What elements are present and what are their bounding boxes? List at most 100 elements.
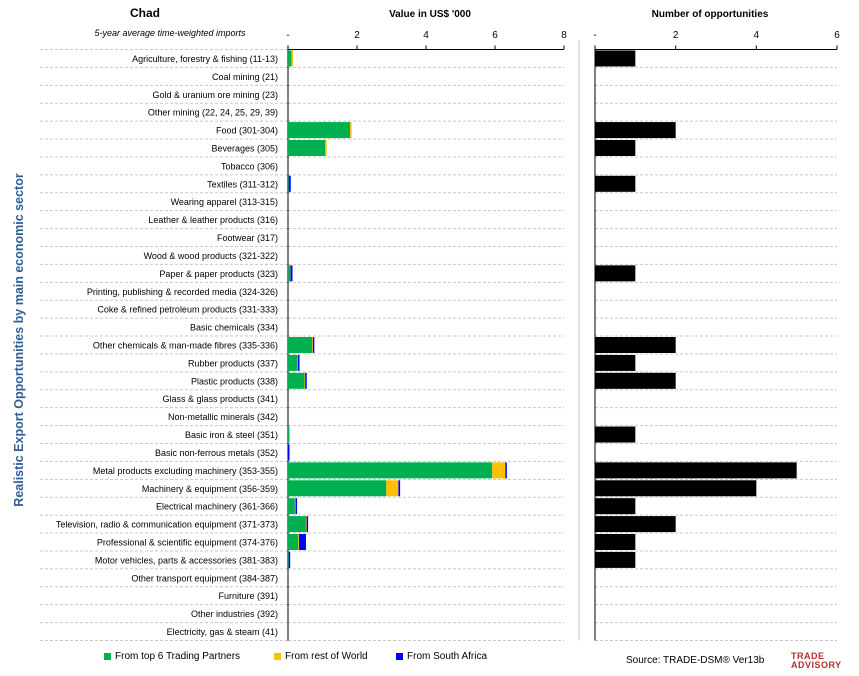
country-title: Chad (130, 6, 160, 20)
value-bar-top6-television-radio-communication-equipment-371-373 (288, 516, 306, 533)
category-label-coke-refined-petroleum-products-331-333: Coke & refined petroleum products (331-3… (97, 305, 278, 315)
category-label-agriculture-forestry-fishing-11-13: Agriculture, forestry & fishing (11-13) (132, 54, 278, 64)
value-axis-tick-label: 8 (561, 30, 567, 41)
opportunities-axis-tick-label: - (593, 30, 596, 41)
legend-label-top6: From top 6 Trading Partners (115, 651, 241, 662)
value-bar-top6-metal-products-excluding-machinery-353-355 (288, 462, 493, 479)
opportunity-bar-plastic-products-338 (595, 372, 676, 389)
category-label-motor-vehicles-parts-accessories-381-383: Motor vehicles, parts & accessories (381… (95, 555, 278, 565)
value-bar-top6-beverages-305 (288, 140, 326, 156)
value-bar-top6-basic-iron-steel-351 (288, 426, 290, 443)
value-axis-tick-label: - (286, 30, 289, 41)
category-label-paper-paper-products-323: Paper & paper products (323) (159, 269, 278, 279)
value-bar-south-africa-machinery-equipment-356-359 (398, 480, 401, 497)
category-label-glass-glass-products-341: Glass & glass products (341) (162, 394, 278, 404)
legend-item-south-africa: From South Africa (396, 651, 487, 662)
category-label-furniture-391: Furniture (391) (218, 591, 278, 601)
category-label-basic-chemicals-334: Basic chemicals (334) (190, 323, 278, 333)
category-label-non-metallic-minerals-342: Non-metallic minerals (342) (168, 412, 278, 422)
value-bar-top6-food-301-304 (288, 122, 351, 139)
value-bar-rest-of-world-agriculture-forestry-fishing-11-13 (291, 50, 293, 67)
value-bar-south-africa-basic-non-ferrous-metals-352 (288, 444, 290, 461)
category-label-food-301-304: Food (301-304) (216, 126, 278, 136)
opportunity-bar-metal-products-excluding-machinery-353-355 (595, 462, 797, 479)
value-bar-south-africa-plastic-products-338 (305, 372, 307, 389)
category-label-metal-products-excluding-machinery-353-355: Metal products excluding machinery (353-… (93, 466, 278, 476)
category-label-wearing-apparel-313-315: Wearing apparel (313-315) (171, 197, 278, 207)
value-bar-top6-electrical-machinery-361-366 (288, 498, 295, 515)
category-label-basic-non-ferrous-metals-352: Basic non-ferrous metals (352) (155, 448, 278, 458)
value-bar-rest-of-world-metal-products-excluding-machinery-353-355 (492, 462, 506, 479)
category-label-electricity-gas-steam-41: Electricity, gas & steam (41) (167, 627, 278, 637)
opportunity-bar-professional-scientific-equipment-374-376 (595, 534, 636, 550)
category-label-footwear-317: Footwear (317) (217, 233, 278, 243)
value-bar-south-africa-rubber-products-337 (298, 354, 300, 371)
value-bar-top6-machinery-equipment-356-359 (288, 480, 387, 497)
opportunity-bar-textiles-311-312 (595, 175, 636, 192)
opportunity-bar-television-radio-communication-equipment-371-373 (595, 516, 676, 533)
category-label-gold-uranium-ore-mining-23: Gold & uranium ore mining (23) (152, 90, 278, 100)
opportunities-axis-tick-label: 6 (834, 30, 840, 41)
value-bar-south-africa-television-radio-communication-equipment-371-373 (306, 516, 309, 533)
opportunity-bar-agriculture-forestry-fishing-11-13 (595, 50, 636, 67)
category-label-beverages-305: Beverages (305) (211, 144, 278, 154)
category-label-electrical-machinery-361-366: Electrical machinery (361-366) (156, 502, 278, 512)
opportunity-bar-electrical-machinery-361-366 (595, 498, 636, 515)
category-label-machinery-equipment-356-359: Machinery & equipment (356-359) (142, 484, 278, 494)
category-label-professional-scientific-equipment-374-376: Professional & scientific equipment (374… (97, 538, 278, 548)
legend-label-rest-of-world: From rest of World (285, 651, 368, 662)
logo-line-2: ADVISORY (791, 660, 842, 670)
legend-item-rest-of-world: From rest of World (274, 651, 368, 662)
value-bar-top6-paper-paper-products-323 (288, 265, 291, 282)
value-chart-title: Value in US$ '000 (389, 9, 471, 20)
category-label-printing-publishing-recorded-media-324-326: Printing, publishing & recorded media (3… (87, 287, 278, 297)
value-bar-top6-professional-scientific-equipment-374-376 (288, 534, 299, 550)
value-bar-top6-rubber-products-337 (288, 354, 298, 371)
trade-advisory-logo: TRADE ADVISORY (791, 651, 842, 670)
value-bar-rest-of-world-food-301-304 (350, 122, 352, 139)
value-bar-rest-of-world-machinery-equipment-356-359 (386, 480, 399, 497)
value-bar-top6-agriculture-forestry-fishing-11-13 (288, 50, 292, 67)
category-label-other-mining-22-24-25-29-39: Other mining (22, 24, 25, 29, 39) (148, 108, 278, 118)
category-label-plastic-products-338: Plastic products (338) (191, 376, 278, 386)
value-axis-tick-label: 2 (354, 30, 360, 41)
opportunities-chart-title: Number of opportunities (651, 9, 769, 20)
value-bar-south-africa-textiles-311-312 (288, 175, 291, 192)
legend-swatch-south-africa (396, 653, 403, 660)
opportunity-bar-rubber-products-337 (595, 354, 636, 371)
opportunities-axis-tick-label: 2 (673, 30, 679, 41)
value-bar-top6-other-chemicals-man-made-fibres-335-336 (288, 337, 313, 353)
opportunity-bar-machinery-equipment-356-359 (595, 480, 757, 497)
legend-item-top6: From top 6 Trading Partners (104, 651, 240, 662)
value-axis-tick-label: 6 (492, 30, 498, 41)
opportunity-bar-motor-vehicles-parts-accessories-381-383 (595, 551, 636, 568)
category-label-tobacco-306: Tobacco (306) (221, 161, 278, 171)
value-bar-south-africa-motor-vehicles-parts-accessories-381-383 (288, 551, 291, 568)
category-label-wood-wood-products-321-322: Wood & wood products (321-322) (144, 251, 278, 261)
logo-line-1: TRADE (791, 651, 825, 661)
opportunities-axis-tick-label: 4 (754, 30, 760, 41)
opportunity-bar-beverages-305 (595, 140, 636, 156)
category-label-other-industries-392: Other industries (392) (191, 609, 278, 619)
value-bar-top6-plastic-products-338 (288, 372, 305, 389)
value-bar-south-africa-metal-products-excluding-machinery-353-355 (505, 462, 507, 479)
opportunity-bar-paper-paper-products-323 (595, 265, 636, 282)
category-label-textiles-311-312: Textiles (311-312) (207, 179, 278, 189)
category-label-television-radio-communication-equipment-371-373: Television, radio & communication equipm… (56, 520, 278, 530)
category-label-leather-leather-products-316: Leather & leather products (316) (148, 215, 278, 225)
source-note: Source: TRADE-DSM® Ver13b (626, 655, 765, 666)
value-bar-south-africa-electrical-machinery-361-366 (295, 498, 298, 515)
value-axis-tick-label: 4 (423, 30, 429, 41)
category-label-other-transport-equipment-384-387: Other transport equipment (384-387) (131, 573, 278, 583)
opportunity-bar-other-chemicals-man-made-fibres-335-336 (595, 337, 676, 353)
category-label-rubber-products-337: Rubber products (337) (188, 358, 278, 368)
category-label-coal-mining-21: Coal mining (21) (212, 72, 278, 82)
value-bar-rest-of-world-beverages-305 (325, 140, 327, 156)
category-label-basic-iron-steel-351: Basic iron & steel (351) (185, 430, 278, 440)
legend-swatch-rest-of-world (274, 653, 281, 660)
value-bar-south-africa-paper-paper-products-323 (290, 265, 293, 282)
category-label-other-chemicals-man-made-fibres-335-336: Other chemicals & man-made fibres (335-3… (93, 341, 278, 351)
value-bar-south-africa-professional-scientific-equipment-374-376 (299, 534, 306, 550)
chart-subtitle: 5-year average time-weighted imports (94, 28, 246, 38)
